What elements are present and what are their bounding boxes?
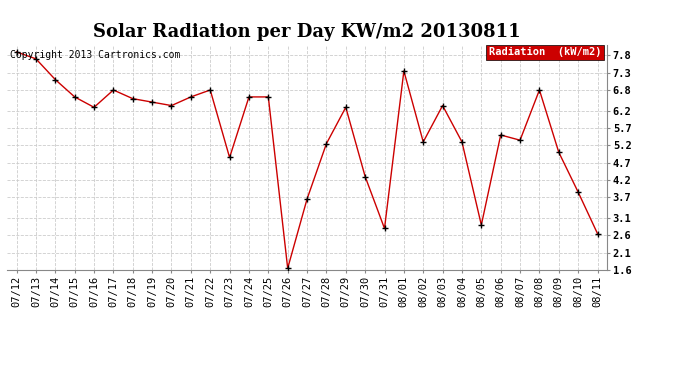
Text: Copyright 2013 Cartronics.com: Copyright 2013 Cartronics.com [10, 50, 180, 60]
Text: Radiation  (kW/m2): Radiation (kW/m2) [489, 47, 601, 57]
Title: Solar Radiation per Day KW/m2 20130811: Solar Radiation per Day KW/m2 20130811 [93, 22, 521, 40]
